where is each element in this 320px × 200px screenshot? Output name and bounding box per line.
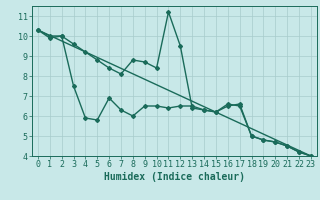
X-axis label: Humidex (Indice chaleur): Humidex (Indice chaleur) (104, 172, 245, 182)
